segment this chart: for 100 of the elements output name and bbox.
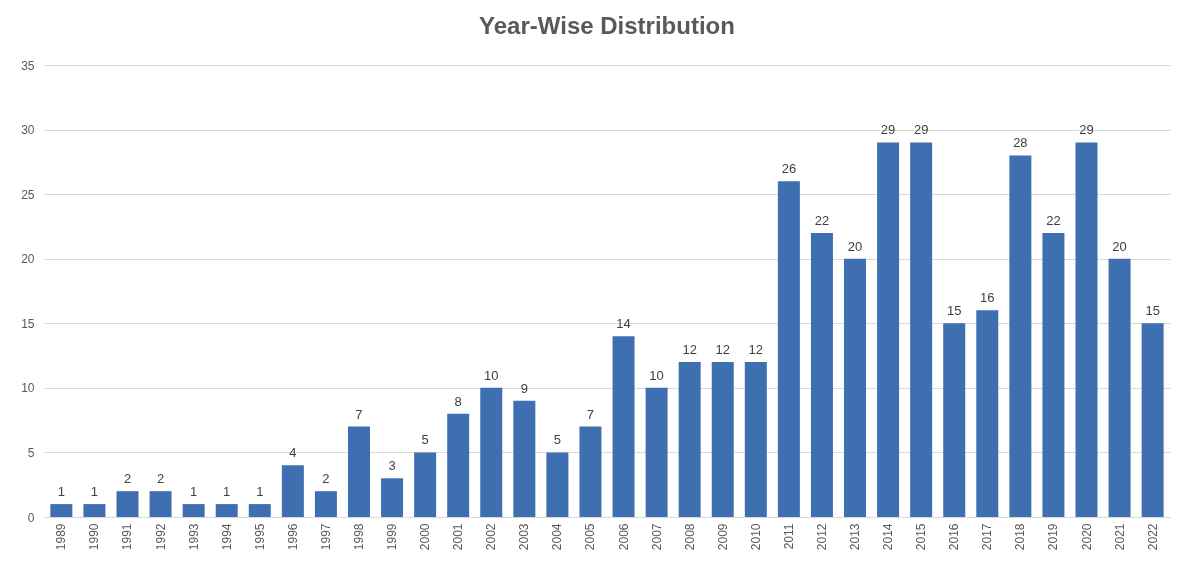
bar bbox=[83, 504, 106, 517]
bar bbox=[546, 452, 569, 517]
data-label: 15 bbox=[1145, 303, 1160, 319]
bar bbox=[645, 387, 668, 517]
x-tick-label: 2007 bbox=[649, 523, 664, 551]
data-label: 2 bbox=[123, 471, 132, 487]
x-tick-label: 1994 bbox=[219, 523, 234, 551]
x-tick-label: 2013 bbox=[848, 523, 863, 551]
data-label: 4 bbox=[289, 445, 297, 461]
y-tick-label: 35 bbox=[21, 58, 35, 73]
bar bbox=[744, 362, 767, 517]
y-tick-label: 30 bbox=[21, 123, 35, 138]
bar bbox=[1075, 142, 1098, 517]
x-tick-label: 2005 bbox=[583, 523, 598, 551]
data-label: 1 bbox=[256, 484, 264, 500]
x-tick-label: 2014 bbox=[881, 523, 896, 551]
data-label: 2 bbox=[322, 471, 330, 487]
x-tick-label: 2020 bbox=[1079, 523, 1094, 551]
bar bbox=[314, 491, 337, 517]
bar bbox=[844, 258, 867, 517]
x-tick-label: 2019 bbox=[1046, 523, 1061, 551]
data-label: 29 bbox=[880, 122, 896, 138]
data-label: 1 bbox=[57, 484, 65, 500]
x-tick-label: 2009 bbox=[715, 523, 730, 551]
x-tick-label: 2012 bbox=[814, 523, 829, 551]
x-tick-label: 1991 bbox=[120, 523, 135, 551]
bar bbox=[1042, 232, 1065, 517]
x-tick-label: 2010 bbox=[748, 523, 763, 551]
data-label: 29 bbox=[913, 122, 929, 138]
data-label: 8 bbox=[454, 393, 462, 409]
data-label: 3 bbox=[388, 458, 396, 474]
x-tick-label: 1993 bbox=[186, 523, 201, 551]
data-label: 12 bbox=[748, 342, 764, 358]
y-tick-label: 5 bbox=[27, 445, 35, 460]
x-tick-label: 2001 bbox=[451, 523, 466, 551]
x-tick-label: 1992 bbox=[153, 523, 168, 551]
x-tick-label: 2017 bbox=[980, 523, 995, 551]
data-label: 5 bbox=[553, 432, 562, 448]
data-label: 22 bbox=[814, 212, 830, 228]
bar bbox=[50, 504, 73, 517]
bar bbox=[116, 491, 139, 517]
y-tick-label: 25 bbox=[21, 187, 35, 202]
bar bbox=[347, 426, 370, 517]
data-label: 1 bbox=[90, 484, 99, 500]
x-tick-label: 1995 bbox=[252, 523, 267, 551]
bar bbox=[215, 504, 238, 517]
bar bbox=[612, 336, 635, 517]
bar bbox=[579, 426, 602, 517]
bar bbox=[248, 504, 271, 517]
data-label: 20 bbox=[847, 238, 863, 254]
bar bbox=[182, 504, 205, 517]
data-label: 15 bbox=[946, 303, 962, 319]
data-label: 16 bbox=[980, 290, 995, 306]
data-label: 10 bbox=[484, 367, 499, 383]
bar bbox=[414, 452, 437, 517]
bar bbox=[281, 465, 304, 517]
bar bbox=[910, 142, 933, 517]
x-tick-label: 2015 bbox=[914, 523, 929, 551]
x-tick-label: 1999 bbox=[385, 523, 400, 551]
data-label: 2 bbox=[156, 471, 165, 487]
bar bbox=[810, 232, 833, 517]
x-tick-label: 1990 bbox=[87, 523, 102, 551]
data-label: 1 bbox=[190, 484, 198, 500]
data-label: 22 bbox=[1046, 212, 1061, 228]
data-label: 1 bbox=[223, 484, 231, 500]
data-label: 10 bbox=[649, 367, 664, 383]
data-label: 14 bbox=[616, 316, 631, 332]
bar bbox=[381, 478, 404, 517]
data-label: 29 bbox=[1079, 122, 1094, 138]
x-tick-label: 2018 bbox=[1013, 523, 1028, 551]
bar bbox=[1009, 155, 1032, 517]
data-label: 5 bbox=[421, 432, 429, 448]
bar bbox=[513, 400, 536, 517]
data-label: 20 bbox=[1112, 238, 1127, 254]
x-tick-label: 2004 bbox=[550, 523, 565, 551]
bar bbox=[480, 387, 503, 517]
bar bbox=[877, 142, 900, 517]
x-tick-label: 2022 bbox=[1145, 523, 1160, 551]
x-tick-label: 1997 bbox=[318, 523, 333, 551]
bar bbox=[1108, 258, 1131, 517]
x-tick-label: 2000 bbox=[418, 523, 433, 551]
data-label: 12 bbox=[715, 342, 730, 358]
x-tick-label: 1998 bbox=[351, 523, 366, 551]
data-label: 26 bbox=[781, 161, 797, 177]
bar bbox=[943, 323, 966, 517]
data-label: 12 bbox=[682, 342, 697, 358]
bar bbox=[711, 362, 734, 517]
x-tick-label: 1996 bbox=[285, 523, 300, 551]
x-tick-label: 2016 bbox=[947, 523, 962, 551]
y-tick-label: 10 bbox=[21, 381, 35, 396]
bar bbox=[1141, 323, 1164, 517]
x-tick-label: 2021 bbox=[1112, 523, 1127, 551]
bar bbox=[447, 413, 470, 517]
x-tick-label: 2003 bbox=[517, 523, 532, 551]
data-label: 7 bbox=[355, 406, 363, 422]
x-tick-label: 2006 bbox=[616, 523, 631, 551]
data-label: 9 bbox=[520, 380, 528, 396]
x-tick-label: 2002 bbox=[484, 523, 499, 551]
data-label: 7 bbox=[586, 406, 595, 422]
data-label: 28 bbox=[1013, 135, 1028, 151]
